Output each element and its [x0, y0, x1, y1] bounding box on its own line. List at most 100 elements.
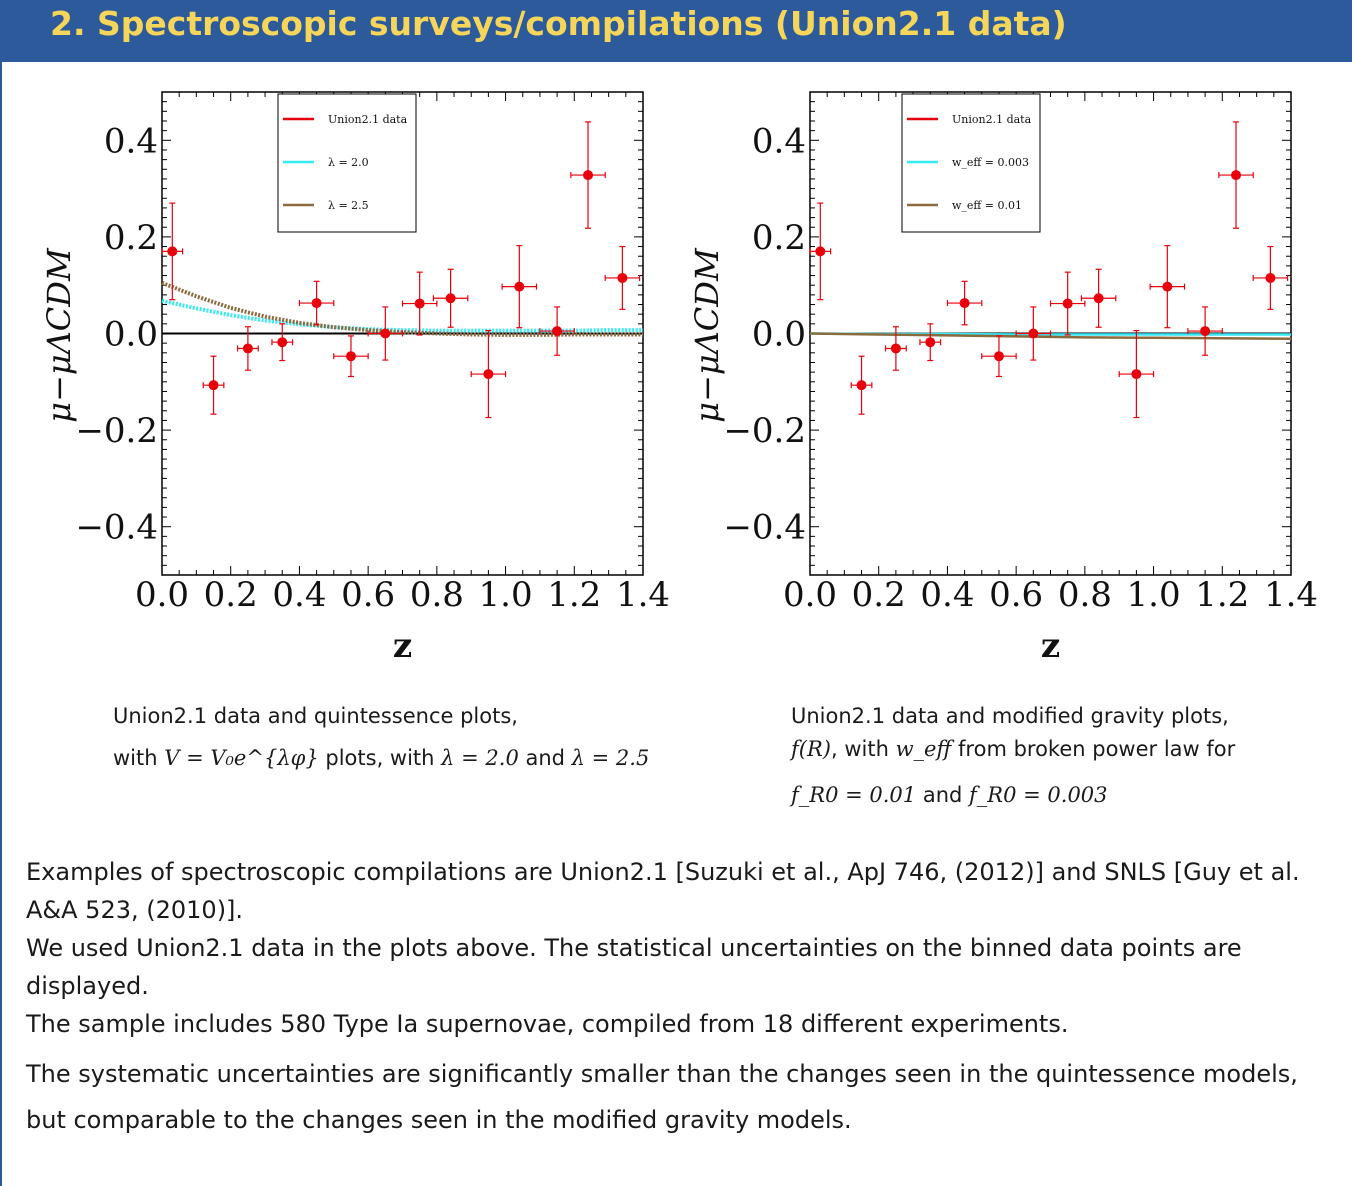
caption-left-text-c: and: [518, 746, 572, 770]
left-data-point: [367, 306, 404, 361]
left-xtick-label: 0.4: [272, 575, 326, 615]
left-data-point: [161, 202, 184, 301]
left-xtick-label: 0.0: [135, 575, 189, 615]
right-data-point: [1015, 306, 1052, 361]
left-point-marker: [617, 272, 628, 283]
right-data-point: [1149, 244, 1186, 329]
caption-left-math-lambda1: λ = 2.0: [441, 746, 519, 770]
left-data-point: [236, 326, 259, 371]
left-xtick-label: 0.8: [410, 575, 464, 615]
left-xtick-label: 1.2: [547, 575, 601, 615]
right-data-point: [919, 323, 942, 362]
left-ytick-label: −0.2: [75, 411, 158, 451]
left-point-marker: [345, 351, 356, 362]
left-data-point: [501, 244, 538, 329]
left-data-point: [271, 323, 294, 362]
left-point-marker: [277, 337, 288, 348]
right-point-marker: [925, 337, 936, 348]
right-ytick-label: 0.4: [752, 121, 806, 161]
right-ytick-label: −0.4: [723, 508, 806, 548]
caption-right: Union2.1 data and modified gravity plots…: [791, 704, 1235, 807]
right-point-marker: [959, 298, 970, 309]
caption-right-math-weff: w_eff: [895, 737, 952, 761]
left-point-marker: [583, 170, 594, 181]
left-legend-label: λ = 2.5: [328, 199, 369, 212]
chart-quintessence: 0.0 0.2 0.4 0.6 0.8 1.0 1.2 1.4 0.4 0.2 0.0 −0.2 −0.…: [40, 78, 680, 668]
caption-left-math-lambda2: λ = 2.5: [571, 746, 650, 770]
right-data-point: [1252, 245, 1289, 310]
right-data-point: [850, 355, 873, 415]
caption-right-text-c: and: [916, 783, 970, 807]
paragraph-sample: The sample includes 580 Type Ia supernov…: [26, 1010, 1069, 1038]
right-xtick-label: 0.0: [783, 575, 837, 615]
left-series-2-line: [161, 280, 643, 337]
left-data-point: [202, 355, 225, 415]
caption-right-text-b: from broken power law for: [951, 737, 1236, 761]
left-point-marker: [311, 298, 322, 309]
chart-modified-gravity-svg: 0.0 0.2 0.4 0.6 0.8 1.0 1.2 1.4 0.4 0.2 0.0 −0.2 −0.…: [688, 91, 1318, 666]
caption-right-line1: Union2.1 data and modified gravity plots…: [791, 704, 1229, 728]
caption-left-line1: Union2.1 data and quintessence plots,: [113, 704, 518, 728]
right-data-point: [1218, 121, 1254, 229]
left-data-point: [298, 280, 335, 326]
right-data-point: [809, 202, 832, 301]
right-xtick-label: 0.2: [852, 575, 906, 615]
body-text: Examples of spectroscopic compilations a…: [26, 853, 1336, 1143]
right-point-marker: [856, 380, 867, 391]
left-border: [0, 62, 2, 1186]
left-ytick-label: −0.4: [75, 508, 158, 548]
left-point-marker: [380, 328, 391, 339]
chart-quintessence-svg: 0.0 0.2 0.4 0.6 0.8 1.0 1.2 1.4 0.4 0.2 0.0 −0.2 −0.…: [40, 91, 670, 666]
right-xaxis-label: z: [1041, 626, 1060, 666]
paragraph-systematics: The systematic uncertainties are signifi…: [26, 1060, 1298, 1134]
right-data-point: [1080, 268, 1117, 328]
right-ytick-label: −0.2: [723, 411, 806, 451]
left-data-point: [539, 306, 575, 356]
right-point-marker: [890, 343, 901, 354]
right-point-marker: [1093, 293, 1104, 304]
right-xtick-label: 1.4: [1264, 575, 1318, 615]
paragraph-compilations: Examples of spectroscopic compilations a…: [26, 858, 1300, 924]
left-point-marker: [167, 246, 178, 257]
left-xtick-label: 0.6: [341, 575, 395, 615]
right-data-point: [1187, 306, 1223, 356]
right-point-marker: [815, 246, 826, 257]
left-yaxis-label: μ−μΛCDM: [40, 247, 78, 423]
chart-modified-gravity: 0.0 0.2 0.4 0.6 0.8 1.0 1.2 1.4 0.4 0.2 0.0 −0.2 −0.…: [688, 78, 1328, 668]
caption-left-line2: with V = V₀e^{λφ} plots, with λ = 2.0 an…: [113, 746, 649, 770]
caption-left: Union2.1 data and quintessence plots, wi…: [113, 704, 649, 770]
right-xtick-label: 1.2: [1195, 575, 1249, 615]
right-point-marker: [1028, 328, 1039, 339]
right-ytick-label: 0.0: [752, 315, 806, 355]
left-data-point: [333, 335, 369, 378]
left-point-marker: [445, 293, 456, 304]
caption-right-text-a: , with: [830, 737, 896, 761]
left-data-point: [570, 121, 606, 229]
left-xtick-label: 1.0: [479, 575, 533, 615]
left-point-marker: [483, 369, 494, 380]
right-xtick-label: 0.6: [989, 575, 1043, 615]
caption-left-math-potential: V = V₀e^{λφ}: [164, 746, 319, 770]
left-xtick-label: 1.4: [616, 575, 670, 615]
caption-right-line2: f(R), with w_eff from broken power law f…: [791, 737, 1235, 783]
left-point-marker: [242, 343, 253, 354]
left-ytick-label: 0.2: [104, 218, 158, 258]
right-data-point: [946, 280, 983, 326]
left-data-point: [470, 330, 507, 419]
left-ytick-label: 0.4: [104, 121, 158, 161]
left-xaxis-label: z: [393, 626, 412, 666]
right-legend-label: Union2.1 data: [952, 113, 1032, 126]
right-point-marker: [1265, 272, 1276, 283]
right-xtick-label: 0.8: [1058, 575, 1112, 615]
right-point-marker: [1200, 326, 1211, 337]
caption-left-text-a: with: [113, 746, 165, 770]
left-data-point: [432, 268, 469, 328]
caption-right-math-fr0a: f_R0 = 0.01: [791, 783, 917, 807]
right-point-marker: [993, 351, 1004, 362]
right-data-point: [981, 335, 1017, 378]
right-ytick-label: 0.2: [752, 218, 806, 258]
left-xtick-label: 0.2: [204, 575, 258, 615]
right-xtick-label: 1.0: [1127, 575, 1181, 615]
right-yaxis-label: μ−μΛCDM: [688, 247, 726, 423]
right-data-point: [884, 326, 907, 371]
